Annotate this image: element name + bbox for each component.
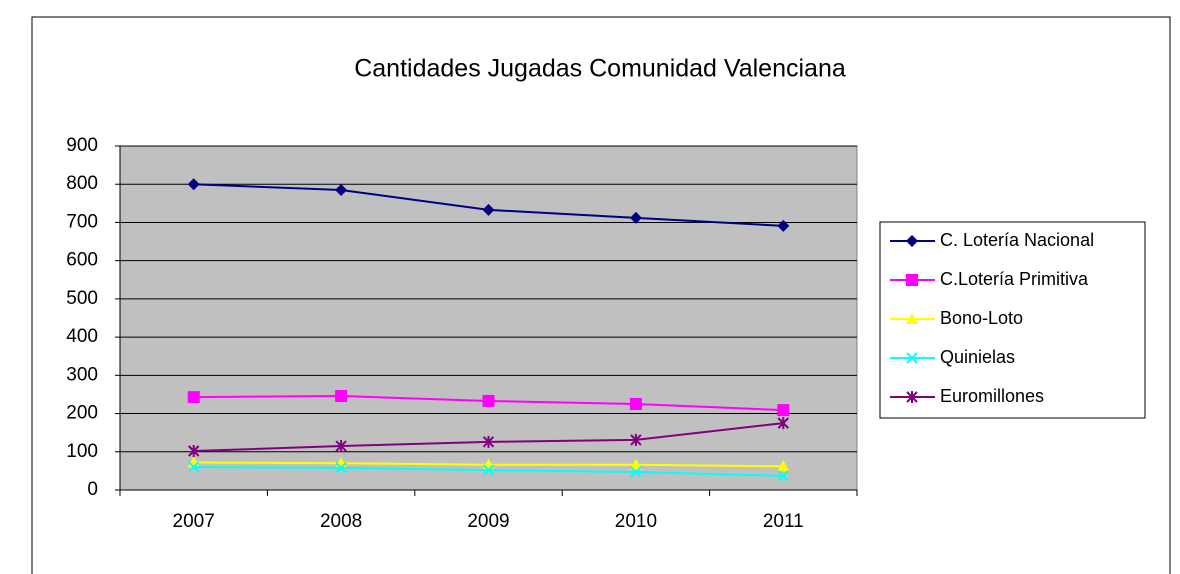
y-tick-label: 600 (66, 250, 98, 271)
y-tick-label: 0 (87, 479, 98, 500)
y-tick-label: 500 (66, 288, 98, 309)
data-point (629, 458, 642, 470)
data-point (482, 435, 495, 448)
data-point (629, 211, 642, 224)
data-point (777, 404, 790, 417)
data-point (482, 464, 495, 476)
x-tick-label: 2010 (615, 511, 657, 532)
data-point (335, 462, 347, 474)
y-tick-label: 900 (66, 135, 98, 156)
data-point (777, 219, 790, 232)
chart-title: Cantidades Jugadas Comunidad Valenciana (354, 55, 846, 83)
y-tick-label: 200 (66, 403, 98, 424)
x-tick-label: 2007 (173, 511, 215, 532)
legend-label: Quinielas (940, 347, 1015, 367)
data-point (187, 445, 200, 458)
data-point (630, 466, 642, 478)
data-point (482, 203, 495, 216)
legend-marker (906, 235, 918, 247)
legend-label: C. Lotería Nacional (940, 230, 1094, 250)
legend-label: Euromillones (940, 386, 1044, 406)
y-tick-label: 700 (66, 211, 98, 232)
data-point (777, 470, 790, 482)
data-point (630, 433, 642, 446)
y-tick-label: 800 (66, 173, 98, 194)
data-point (335, 389, 348, 402)
data-point (777, 417, 790, 430)
data-point (335, 440, 347, 453)
y-tick-label: 400 (66, 326, 98, 347)
data-point (335, 183, 348, 196)
data-point (187, 391, 200, 404)
legend-label: Bono-Loto (940, 308, 1023, 328)
legend-marker (906, 313, 918, 324)
x-tick-label: 2011 (763, 511, 804, 532)
chart-border (31, 16, 1171, 574)
legend-marker (906, 391, 918, 403)
data-point (187, 178, 200, 191)
legend-marker (906, 352, 918, 364)
data-point (187, 461, 200, 473)
data-point (482, 394, 495, 407)
y-tick-label: 100 (66, 441, 98, 462)
legend-label: C.Lotería Primitiva (940, 269, 1089, 289)
data-point (629, 398, 642, 410)
x-tick-label: 2008 (320, 511, 362, 532)
y-tick-label: 300 (66, 364, 98, 385)
data-point (777, 460, 790, 472)
x-tick-label: 2009 (467, 511, 509, 532)
legend-marker (906, 274, 918, 286)
